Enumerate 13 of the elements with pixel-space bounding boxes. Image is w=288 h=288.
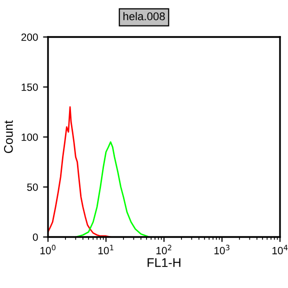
x-tick-label: 10$^{3}$ [214, 244, 230, 254]
x-tick-label: 10$^{0}$ [40, 244, 56, 254]
x-tick-label: 10$^{4}$ [272, 244, 288, 254]
y-tick-label: 150 [22, 84, 38, 91]
x-tick-label: 10$^{1}$ [98, 244, 114, 254]
y-tick-label: 0 [32, 234, 38, 241]
chart-title: hela.008 [123, 12, 165, 20]
y-tick-label: 100 [22, 134, 38, 141]
y-tick-label: 50 [27, 184, 38, 191]
x-axis-title: FL1-H [148, 258, 180, 267]
y-tick-label: 200 [21, 34, 38, 41]
y-axis-title: Count [4, 120, 13, 154]
x-tick-label: 10$^{2}$ [156, 244, 172, 254]
